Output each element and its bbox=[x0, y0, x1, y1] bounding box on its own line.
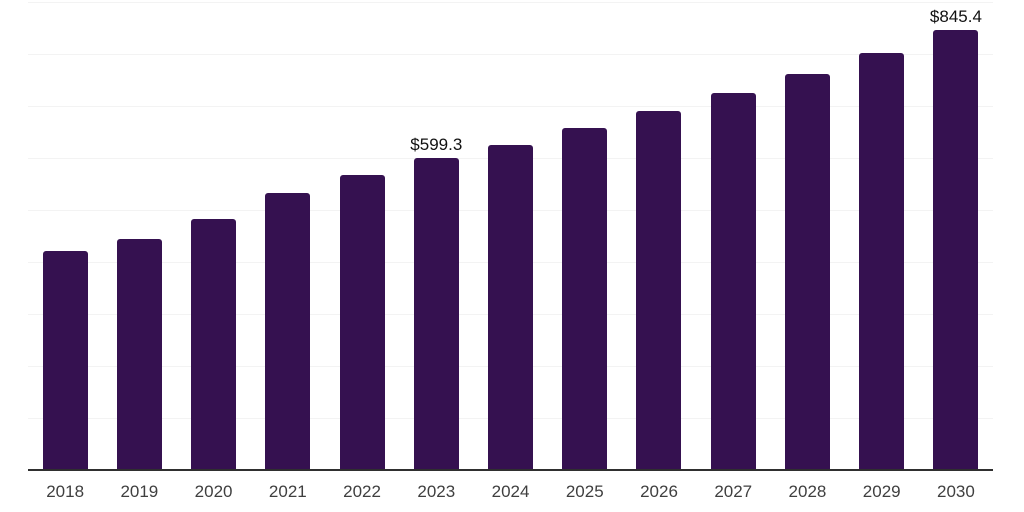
bar-2026[interactable] bbox=[636, 110, 682, 470]
x-tick-2024: 2024 bbox=[491, 482, 530, 501]
x-axis-line bbox=[28, 469, 993, 471]
bar-2023[interactable]: $599.3 bbox=[410, 135, 462, 470]
bar-2018[interactable] bbox=[42, 251, 88, 470]
bar-slot-2030: $845.4 bbox=[919, 2, 993, 470]
bar-2029[interactable] bbox=[859, 52, 905, 470]
bar-2027[interactable] bbox=[710, 92, 756, 470]
bar-slot-2028 bbox=[770, 2, 844, 470]
bar-slot-2023: $599.3 bbox=[399, 2, 473, 470]
bars-row: $599.3 $845.4 bbox=[28, 2, 993, 470]
bar-2030[interactable]: $845.4 bbox=[930, 7, 982, 470]
x-tick-2018: 2018 bbox=[46, 482, 85, 501]
bar-slot-2024 bbox=[473, 2, 547, 470]
data-label-2030: $845.4 bbox=[929, 7, 982, 27]
bar-2028[interactable] bbox=[784, 73, 830, 470]
x-tick-2030: 2030 bbox=[937, 482, 975, 501]
bar-slot-2022 bbox=[325, 2, 399, 470]
bar-2021[interactable] bbox=[265, 192, 311, 470]
bar-slot-2020 bbox=[176, 2, 250, 470]
x-tick-2026: 2026 bbox=[640, 482, 678, 501]
bar-slot-2025 bbox=[548, 2, 622, 470]
x-tick-2028: 2028 bbox=[788, 482, 827, 501]
x-axis-labels: 2018 2019 2020 2021 2022 2023 2024 2025 2026 2027… bbox=[28, 481, 993, 502]
x-tick-2019: 2019 bbox=[120, 482, 159, 501]
bar-2024[interactable] bbox=[488, 145, 534, 470]
bar-2020[interactable] bbox=[191, 218, 237, 470]
bar-slot-2021 bbox=[251, 2, 325, 470]
x-tick-2020: 2020 bbox=[194, 482, 233, 501]
bar-slot-2026 bbox=[622, 2, 696, 470]
x-tick-2023: 2023 bbox=[417, 482, 456, 501]
bar-2025[interactable] bbox=[562, 128, 608, 470]
x-tick-2029: 2029 bbox=[862, 482, 901, 501]
x-tick-2022: 2022 bbox=[343, 482, 381, 501]
bar-slot-2019 bbox=[102, 2, 176, 470]
x-tick-2027: 2027 bbox=[714, 482, 753, 501]
data-label-2023: $599.3 bbox=[410, 135, 463, 155]
bar-2019[interactable] bbox=[116, 238, 162, 470]
bar-slot-2018 bbox=[28, 2, 102, 470]
x-tick-2021: 2021 bbox=[268, 482, 307, 501]
bar-2022[interactable] bbox=[339, 174, 385, 470]
plot-area: $599.3 $845.4 bbox=[28, 2, 993, 470]
bar-slot-2027 bbox=[696, 2, 770, 470]
x-tick-2025: 2025 bbox=[565, 482, 604, 501]
bar-slot-2029 bbox=[845, 2, 919, 470]
